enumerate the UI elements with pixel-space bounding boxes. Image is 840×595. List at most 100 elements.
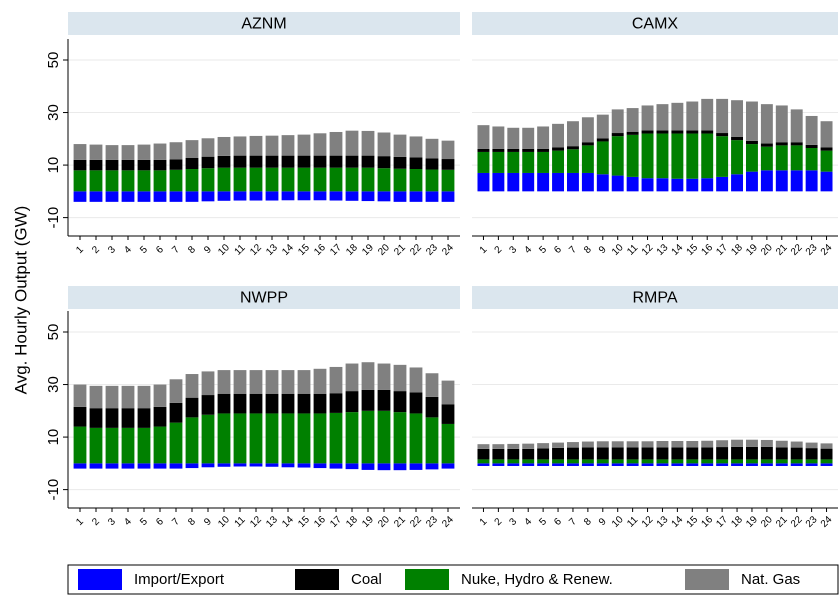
bar-segment (492, 459, 505, 464)
x-tick-label: 16 (312, 514, 328, 530)
bar-segment (566, 172, 579, 192)
x-tick-label: 5 (537, 516, 549, 528)
bar-segment (641, 441, 654, 448)
bar-segment (716, 136, 729, 177)
legend-label: Nuke, Hydro & Renew. (461, 571, 613, 588)
bar-segment (552, 123, 565, 148)
bar-segment (760, 439, 773, 447)
bar-segment (185, 463, 199, 469)
bar-segment (153, 170, 167, 192)
bar-segment (185, 191, 199, 202)
x-tick-label: 21 (392, 514, 408, 530)
y-tick-label: 30 (45, 104, 62, 121)
x-tick-label: 9 (597, 516, 609, 528)
bar-segment (153, 463, 167, 469)
bar-segment (249, 463, 263, 467)
bar-segment (790, 447, 803, 460)
x-tick-label: 19 (360, 242, 376, 258)
x-tick-label: 17 (714, 242, 730, 258)
y-tick-label: 50 (45, 52, 62, 69)
x-tick-label: 20 (759, 514, 775, 530)
bar-segment (201, 371, 215, 396)
bar-segment (566, 121, 579, 147)
bar-segment (137, 385, 151, 409)
x-tick-label: 17 (328, 242, 344, 258)
x-tick-label: 13 (264, 514, 280, 530)
bar-segment (313, 463, 327, 469)
bar-segment (377, 132, 391, 157)
bar-segment (507, 459, 520, 464)
bar-segment (820, 121, 833, 148)
bar-segment (409, 169, 423, 192)
x-tick-label: 1 (74, 244, 86, 256)
bar-segment (441, 140, 455, 160)
bar-segment (233, 155, 247, 168)
bar-segment (217, 136, 231, 156)
bar-segment (393, 463, 407, 471)
bar-segment (265, 370, 279, 394)
bar-segment (581, 441, 594, 448)
bar-segment (89, 170, 103, 192)
bar-segment (716, 447, 729, 460)
bar-segment (361, 167, 375, 192)
x-tick-label: 21 (774, 242, 790, 258)
bar-segment (361, 155, 375, 168)
bar-segment (393, 156, 407, 169)
x-tick-label: 17 (328, 514, 344, 530)
bar-segment (105, 463, 119, 469)
x-tick-label: 23 (804, 514, 820, 530)
x-tick-label: 18 (344, 514, 360, 530)
bar-segment (281, 393, 295, 414)
bar-segment (313, 155, 327, 168)
bar-segment (581, 447, 594, 460)
bar-segment (775, 440, 788, 448)
panel-strip (472, 12, 838, 35)
bar-segment (477, 459, 490, 464)
bar-segment (137, 170, 151, 192)
bar-segment (265, 191, 279, 201)
bar-segment (121, 170, 135, 192)
bar-segment (409, 367, 423, 393)
x-tick-label: 22 (408, 242, 424, 258)
x-tick-label: 21 (774, 514, 790, 530)
bar-segment (522, 459, 535, 464)
bar-segment (217, 370, 231, 394)
bar-segment (596, 138, 609, 142)
bar-segment (716, 98, 729, 134)
bar-segment (185, 417, 199, 464)
bar-segment (626, 176, 639, 192)
x-tick-label: 9 (597, 244, 609, 256)
bar-segment (105, 385, 119, 409)
x-tick-label: 12 (248, 242, 264, 258)
bar-segment (393, 364, 407, 392)
bar-segment (566, 463, 579, 466)
bar-segment (626, 131, 639, 135)
x-tick-label: 6 (154, 516, 166, 528)
bar-segment (329, 393, 343, 413)
bar-segment (89, 427, 103, 464)
bar-segment (201, 191, 215, 202)
bar-segment (169, 142, 183, 160)
x-tick-label: 14 (280, 242, 296, 258)
x-tick-label: 12 (640, 514, 656, 530)
bar-segment (656, 104, 669, 131)
bar-segment (731, 140, 744, 175)
bar-segment (477, 148, 490, 152)
x-tick-label: 1 (74, 516, 86, 528)
bar-segment (552, 172, 565, 192)
bar-segment (105, 159, 119, 171)
bar-segment (137, 159, 151, 171)
bar-segment (716, 176, 729, 192)
bar-segment (596, 441, 609, 448)
bar-segment (361, 389, 375, 411)
bar-segment (105, 170, 119, 192)
bar-segment (441, 159, 455, 170)
bar-segment (265, 135, 279, 156)
bar-segment (820, 448, 833, 460)
bar-segment (522, 448, 535, 460)
x-tick-label: 24 (440, 242, 456, 258)
bar-segment (281, 155, 295, 168)
panel-strip (68, 286, 460, 309)
bar-segment (425, 191, 439, 202)
bar-segment (626, 108, 639, 132)
